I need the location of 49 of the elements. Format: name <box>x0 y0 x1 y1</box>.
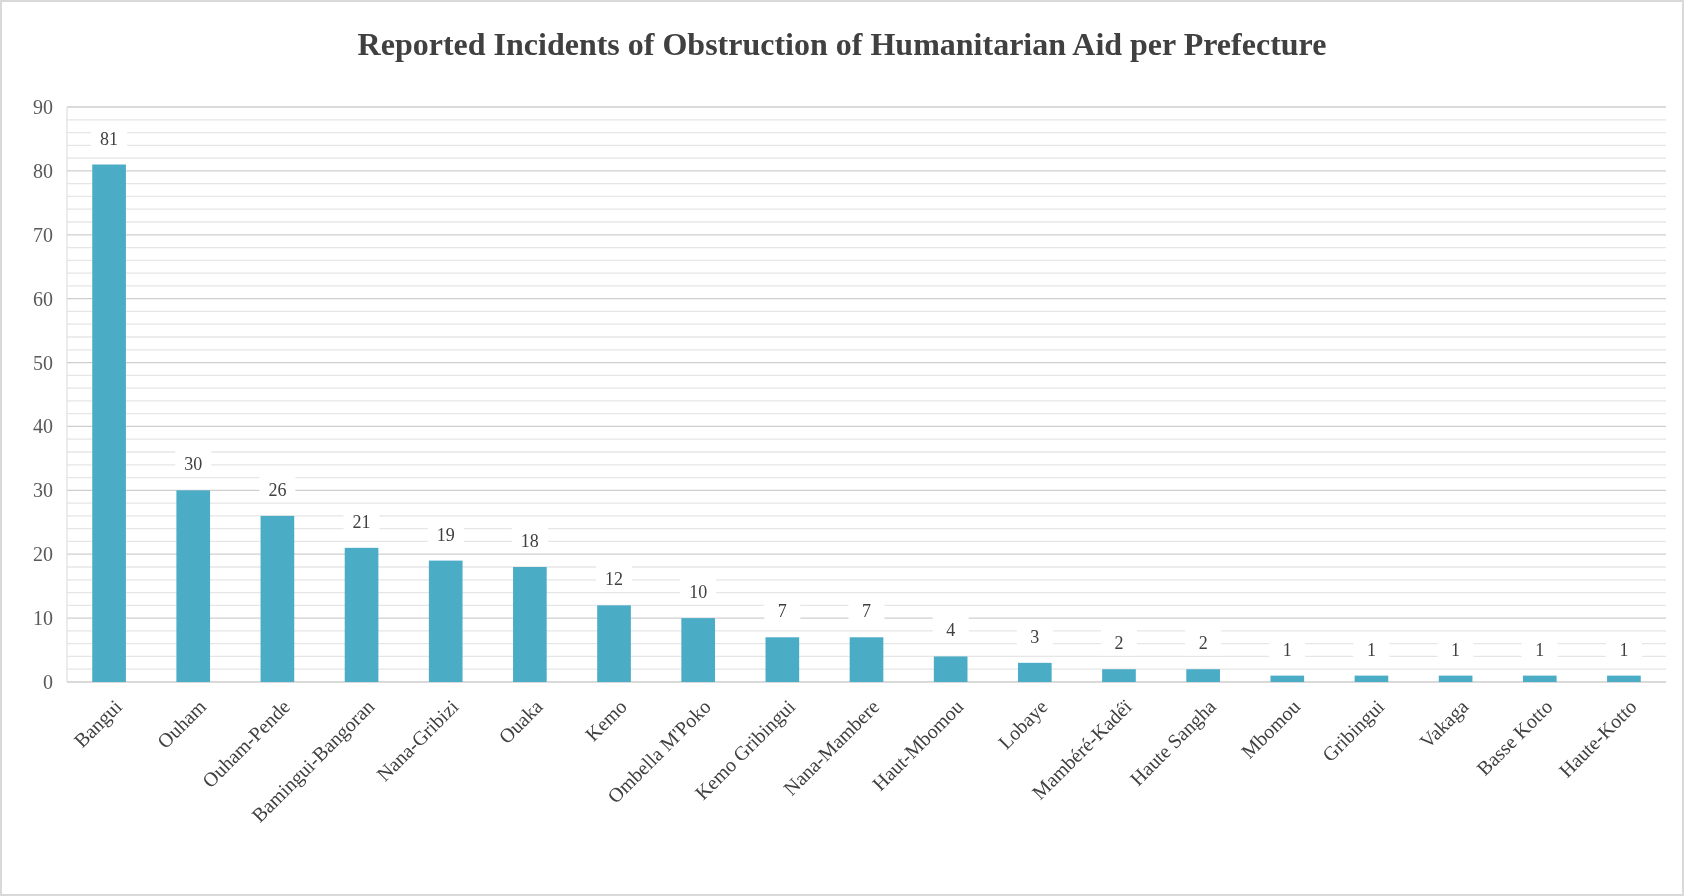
data-label: 1 <box>1619 639 1629 660</box>
y-tick-label: 70 <box>33 223 53 246</box>
data-label: 2 <box>1114 633 1124 654</box>
bar <box>92 164 126 682</box>
bar <box>681 618 716 682</box>
bar <box>1186 669 1220 682</box>
data-label: 7 <box>777 601 787 622</box>
y-tick-label: 60 <box>33 287 53 310</box>
bar <box>1017 662 1052 682</box>
data-label: 3 <box>1030 626 1040 647</box>
bar <box>765 637 800 682</box>
data-label: 12 <box>605 569 624 590</box>
data-label: 1 <box>1366 639 1376 660</box>
bar <box>344 547 379 682</box>
y-tick-label: 30 <box>33 479 53 502</box>
data-label: 26 <box>268 479 287 500</box>
bar <box>513 567 547 682</box>
bar <box>176 490 211 682</box>
y-tick-label: 80 <box>33 159 53 182</box>
data-label: 2 <box>1198 633 1208 654</box>
bar <box>1270 675 1305 682</box>
y-tick-label: 40 <box>33 415 53 438</box>
bar <box>1522 675 1557 682</box>
bar <box>428 560 463 682</box>
data-label: 81 <box>100 128 119 149</box>
y-tick-label: 20 <box>33 543 53 566</box>
y-tick-label: 10 <box>33 607 53 630</box>
bar <box>1607 675 1641 682</box>
y-tick-label: 90 <box>33 96 53 118</box>
bar <box>1102 669 1136 682</box>
data-label: 30 <box>184 454 203 475</box>
data-label: 1 <box>1535 639 1545 660</box>
bar <box>849 637 884 682</box>
data-label: 21 <box>352 511 371 532</box>
bar <box>933 656 968 682</box>
data-label: 19 <box>436 524 455 545</box>
data-label: 7 <box>862 601 871 622</box>
data-label: 10 <box>689 582 708 603</box>
y-tick-label: 50 <box>33 351 53 374</box>
data-label: 1 <box>1451 639 1461 660</box>
data-label: 18 <box>520 531 539 551</box>
bar <box>1354 675 1389 682</box>
bar <box>1438 675 1473 682</box>
bar <box>597 605 631 682</box>
chart-title: Reported Incidents of Obstruction of Humanitarian Aid per Prefecture <box>357 26 1327 62</box>
data-label: 1 <box>1282 639 1292 660</box>
bar <box>260 515 295 682</box>
y-tick-label: 0 <box>43 671 53 693</box>
data-label: 4 <box>946 620 956 641</box>
